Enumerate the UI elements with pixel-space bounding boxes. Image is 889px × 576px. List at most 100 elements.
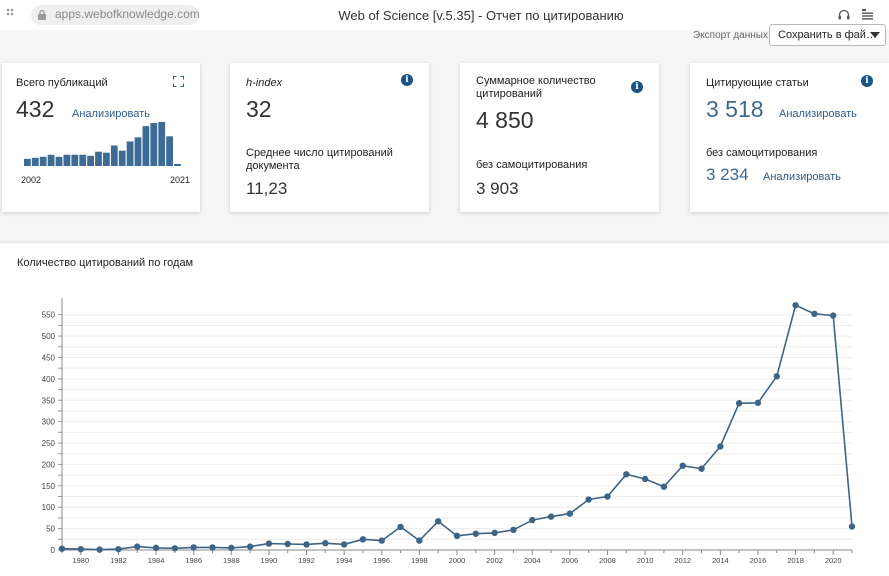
x-tick-label: 2000 [449,556,466,565]
data-point [359,536,367,543]
mini-bar [166,136,173,166]
data-point [623,471,630,478]
total-citations-value: 4 850 [476,107,534,133]
info-icon[interactable]: i [631,81,643,93]
mini-bar [55,156,63,166]
citing-articles-value: 3 518 [706,96,764,122]
data-point [604,493,611,500]
x-tick-label: 1982 [110,556,127,565]
y-tick-label: 200 [42,460,56,469]
data-point [529,516,536,524]
data-point [340,541,348,548]
info-icon[interactable]: i [861,75,873,87]
mini-chart-start-year: 2002 [21,175,42,185]
data-point [698,465,705,472]
mini-bar [79,154,87,166]
headphones-icon[interactable] [838,9,850,20]
citations-series-line [61,304,853,551]
x-tick-label: 2016 [750,556,767,565]
publications-analyze-link[interactable]: Анализировать [72,108,150,120]
x-tick-label: 1980 [72,556,89,565]
mini-bar [24,158,31,166]
address-url: apps.webofknowledge.com [55,7,200,21]
citing-without-self-label: без самоцитирования [706,147,818,159]
y-tick-label: 450 [42,353,56,362]
y-tick-label: 50 [46,525,55,534]
avg-citations-label: Среднее число цитирований документа [246,147,393,172]
data-point [322,539,329,547]
y-tick-label: 550 [42,311,56,320]
x-tick-label: 2020 [825,556,842,565]
reader-list-icon[interactable] [862,9,873,20]
y-tick-label: 300 [42,418,56,427]
x-tick-label: 1992 [298,556,315,565]
export-dropdown-value: Сохранить в фай… [778,29,877,41]
x-tick-label: 2004 [524,556,541,565]
mini-bar [87,155,94,166]
mini-bar [158,122,166,166]
x-tick-label: 1996 [373,556,390,565]
x-tick-label: 1984 [148,556,165,565]
hindex-card: h-index i 32 Среднее число цитирований д… [230,63,429,212]
x-tick-label: 1986 [185,556,202,565]
data-point [811,310,818,318]
publications-count: 432 [16,96,55,122]
data-point [585,496,592,503]
data-point [717,443,724,450]
mini-bar [110,145,118,166]
citations-card: Суммарное количество цитирований i 4 850… [460,63,659,212]
data-point [792,302,799,309]
citing-without-self-value: 3 234 [706,165,749,184]
data-point [848,523,856,530]
x-tick-label: 1994 [336,556,353,565]
mini-bar [126,141,134,166]
data-point [378,537,385,544]
data-point [265,540,273,547]
hindex-label: h-index [246,77,283,89]
x-tick-label: 1990 [261,556,278,565]
data-point [434,518,442,525]
mini-bar [63,154,71,166]
info-icon[interactable]: i [401,74,413,86]
mini-bar [134,137,142,166]
data-point [303,541,310,548]
data-point [773,373,780,380]
mini-bar [118,150,126,166]
data-point [547,513,555,520]
export-label: Экспорт данных: [693,30,771,41]
mini-bar [47,154,55,166]
mini-bar [31,157,39,166]
mini-chart-end-year: 2021 [170,175,191,185]
lock-icon [38,9,46,20]
y-tick-label: 400 [42,375,56,384]
data-point [96,546,103,553]
data-point [77,545,85,553]
data-point [209,544,216,551]
mini-bar [150,123,158,166]
x-tick-label: 2008 [599,556,616,565]
citations-without-self-label: без самоцитирования [476,159,588,171]
export-dropdown[interactable]: Сохранить в фай… [769,24,886,46]
data-point [152,544,160,552]
y-tick-label: 250 [42,439,56,448]
publications-label: Всего публикаций [16,77,108,89]
mini-bar [174,163,181,166]
citing-analyze-link[interactable]: Анализировать [779,108,857,120]
citing-articles-card: Цитирующие статьи i 3 518 Анализировать … [690,63,889,212]
data-point [58,545,66,552]
x-tick-label: 1998 [411,556,428,565]
browser-titlebar: apps.webofknowledge.com Web of Science [… [0,0,889,30]
browser-menu-icon[interactable] [6,8,18,20]
data-point [190,544,197,551]
x-tick-label: 2002 [486,556,503,565]
address-bar[interactable] [31,5,199,25]
data-point [829,312,837,319]
data-point [472,530,480,537]
x-tick-label: 2018 [787,556,804,565]
publications-mini-chart [24,122,181,166]
citing-without-self-analyze-link[interactable]: Анализировать [763,171,841,183]
data-point [171,545,179,552]
data-point [416,537,423,544]
expand-icon[interactable] [173,76,184,87]
mini-bar [71,154,79,166]
